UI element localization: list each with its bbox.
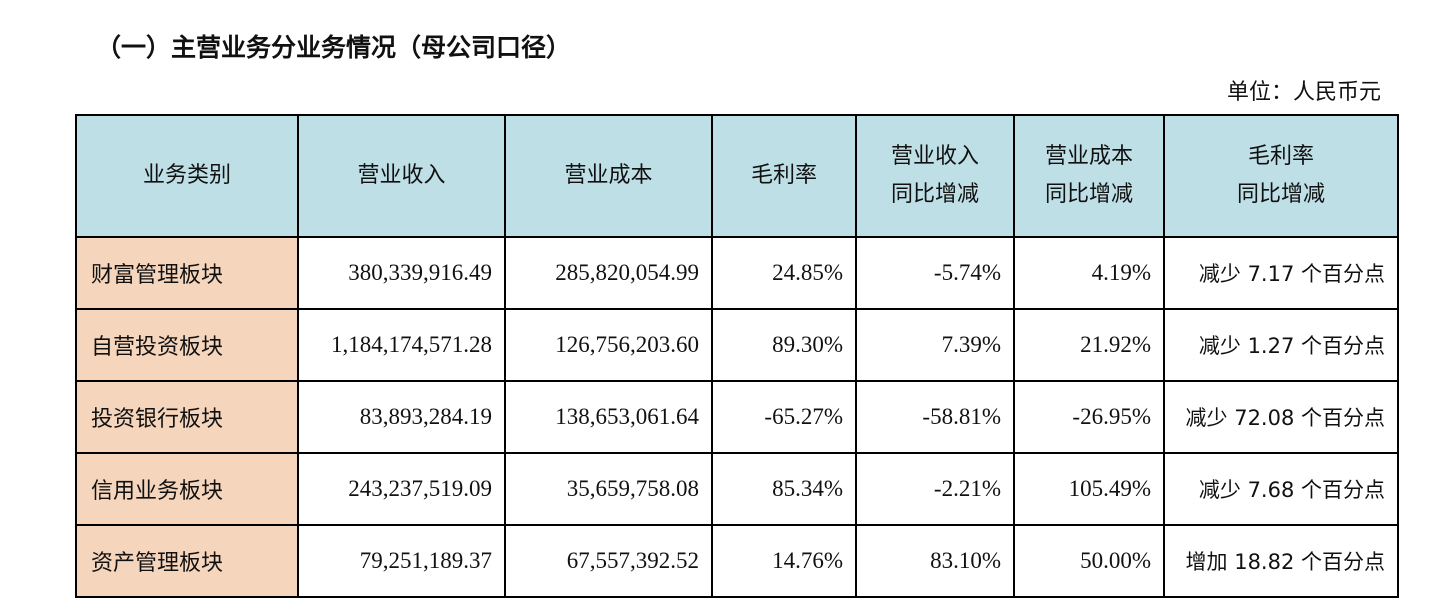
section-title: （一）主营业务分业务情况（母公司口径） (96, 33, 572, 62)
cell-cost: 126,756,203.60 (504, 308, 713, 382)
business-segment-table: 业务类别 营业收入 营业成本 毛利率 营业收入 同比增减 营业成本 同比增减 毛… (75, 114, 1399, 598)
cell-revenue: 1,184,174,571.28 (297, 308, 506, 382)
header-cost: 营业成本 (504, 114, 713, 238)
header-revenue: 营业收入 (297, 114, 506, 238)
cell-margin-yoy: 减少 7.68 个百分点 (1163, 452, 1399, 526)
cell-cost-yoy: 21.92% (1013, 308, 1165, 382)
cell-revenue: 243,237,519.09 (297, 452, 506, 526)
cell-revenue: 83,893,284.19 (297, 380, 506, 454)
header-cost-yoy-line2: 同比增减 (1044, 182, 1133, 207)
header-revenue-yoy-line1: 营业收入 (890, 144, 979, 169)
cell-cost: 285,820,054.99 (504, 236, 713, 310)
cell-cost: 67,557,392.52 (504, 524, 713, 598)
cell-revenue-yoy: 7.39% (855, 308, 1015, 382)
table-row: 信用业务板块 243,237,519.09 35,659,758.08 85.3… (75, 452, 1399, 526)
cell-revenue-yoy: -5.74% (855, 236, 1015, 310)
cell-margin-yoy: 减少 1.27 个百分点 (1163, 308, 1399, 382)
table-row: 投资银行板块 83,893,284.19 138,653,061.64 -65.… (75, 380, 1399, 454)
cell-revenue-yoy: 83.10% (855, 524, 1015, 598)
cell-category: 自营投资板块 (75, 308, 299, 382)
cell-cost-yoy: 50.00% (1013, 524, 1165, 598)
cell-cost: 35,659,758.08 (504, 452, 713, 526)
cell-margin: 85.34% (711, 452, 857, 526)
cell-margin-yoy: 增加 18.82 个百分点 (1163, 524, 1399, 598)
table-row: 自营投资板块 1,184,174,571.28 126,756,203.60 8… (75, 308, 1399, 382)
header-category: 业务类别 (75, 114, 299, 238)
cell-revenue: 380,339,916.49 (297, 236, 506, 310)
cell-category: 信用业务板块 (75, 452, 299, 526)
header-cost-yoy: 营业成本 同比增减 (1013, 114, 1165, 238)
cell-revenue-yoy: -2.21% (855, 452, 1015, 526)
header-margin-line1: 毛利率 (750, 163, 817, 188)
cell-category: 财富管理板块 (75, 236, 299, 310)
table-header-row: 业务类别 营业收入 营业成本 毛利率 营业收入 同比增减 营业成本 同比增减 毛… (75, 114, 1399, 238)
cell-margin: 24.85% (711, 236, 857, 310)
cell-cost-yoy: 4.19% (1013, 236, 1165, 310)
cell-cost-yoy: -26.95% (1013, 380, 1165, 454)
header-margin-yoy: 毛利率 同比增减 (1163, 114, 1399, 238)
table-row: 资产管理板块 79,251,189.37 67,557,392.52 14.76… (75, 524, 1399, 598)
cell-category: 投资银行板块 (75, 380, 299, 454)
header-margin-yoy-line2: 同比增减 (1236, 182, 1325, 207)
header-revenue-line1: 营业收入 (357, 163, 446, 188)
unit-label: 单位：人民币元 (1226, 80, 1381, 105)
header-cost-yoy-line1: 营业成本 (1044, 144, 1133, 169)
cell-category: 资产管理板块 (75, 524, 299, 598)
cell-cost: 138,653,061.64 (504, 380, 713, 454)
header-cost-line1: 营业成本 (564, 163, 653, 188)
table-row: 财富管理板块 380,339,916.49 285,820,054.99 24.… (75, 236, 1399, 310)
cell-margin-yoy: 减少 7.17 个百分点 (1163, 236, 1399, 310)
cell-cost-yoy: 105.49% (1013, 452, 1165, 526)
cell-margin-yoy: 减少 72.08 个百分点 (1163, 380, 1399, 454)
cell-margin: 14.76% (711, 524, 857, 598)
cell-margin: 89.30% (711, 308, 857, 382)
header-revenue-yoy-line2: 同比增减 (890, 182, 979, 207)
header-margin-yoy-line1: 毛利率 (1247, 144, 1314, 169)
cell-revenue: 79,251,189.37 (297, 524, 506, 598)
cell-revenue-yoy: -58.81% (855, 380, 1015, 454)
cell-margin: -65.27% (711, 380, 857, 454)
header-margin: 毛利率 (711, 114, 857, 238)
header-category-line1: 业务类别 (142, 163, 231, 188)
header-revenue-yoy: 营业收入 同比增减 (855, 114, 1015, 238)
